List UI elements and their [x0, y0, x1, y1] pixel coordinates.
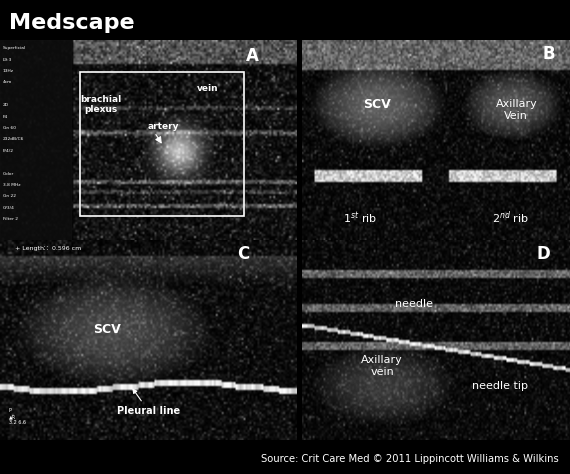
- Text: Superficial: Superficial: [3, 46, 26, 50]
- Text: needle: needle: [395, 299, 433, 309]
- Text: vein: vein: [197, 84, 219, 93]
- Text: F/4/2: F/4/2: [3, 149, 14, 153]
- Text: F4: F4: [3, 115, 8, 118]
- Text: Axillary
vein: Axillary vein: [361, 355, 403, 377]
- Text: 2D: 2D: [3, 103, 9, 107]
- Text: Gn 22: Gn 22: [3, 194, 16, 198]
- Text: artery: artery: [148, 122, 179, 131]
- Text: L9:3: L9:3: [3, 58, 13, 62]
- Text: + Length∷  0.596 cm: + Length∷ 0.596 cm: [15, 246, 81, 251]
- Bar: [0, 40, 71, 240]
- Text: D: D: [536, 245, 550, 263]
- Text: A: A: [246, 47, 259, 65]
- Text: Medscape: Medscape: [9, 13, 134, 33]
- Text: G/3/4: G/3/4: [3, 206, 15, 210]
- Text: C: C: [237, 245, 250, 263]
- Text: SCV: SCV: [93, 323, 121, 337]
- Text: 232dB/C6: 232dB/C6: [3, 137, 25, 141]
- Text: B: B: [542, 46, 555, 63]
- Text: P
▲R
3.2 6.6: P ▲R 3.2 6.6: [9, 408, 26, 425]
- Text: brachial
plexus: brachial plexus: [80, 94, 121, 114]
- Text: 4cm: 4cm: [3, 81, 12, 84]
- Text: Pleural line: Pleural line: [117, 389, 180, 416]
- Text: Color: Color: [3, 172, 14, 175]
- Text: 13Hz: 13Hz: [3, 69, 14, 73]
- Text: needle tip: needle tip: [472, 381, 528, 391]
- Text: 1$^{st}$ rib: 1$^{st}$ rib: [344, 210, 378, 226]
- Text: Filter 2: Filter 2: [3, 217, 18, 221]
- Text: Gn 60: Gn 60: [3, 126, 16, 130]
- Text: 3.8 MHz: 3.8 MHz: [3, 183, 21, 187]
- Text: 2$^{nd}$ rib: 2$^{nd}$ rib: [492, 210, 530, 227]
- Text: Axillary
Vein: Axillary Vein: [495, 100, 537, 121]
- Text: Source: Crit Care Med © 2011 Lippincott Williams & Wilkins: Source: Crit Care Med © 2011 Lippincott …: [261, 454, 559, 464]
- Text: SCV: SCV: [363, 98, 390, 111]
